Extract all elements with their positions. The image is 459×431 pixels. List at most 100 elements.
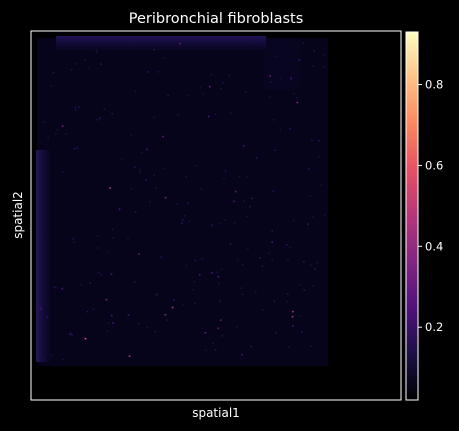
expression-spot <box>62 359 64 361</box>
expression-spot <box>65 133 67 135</box>
expression-spot <box>314 268 316 270</box>
expression-spot <box>97 52 99 54</box>
expression-spot <box>160 256 162 258</box>
expression-spot <box>97 119 99 121</box>
expression-spot <box>179 43 181 45</box>
expression-spot <box>71 334 73 336</box>
expression-spot <box>301 331 303 333</box>
expression-spot <box>47 137 49 139</box>
expression-spot <box>203 93 205 95</box>
expression-spot <box>297 102 299 104</box>
expression-spot <box>310 195 312 197</box>
expression-spot <box>129 355 131 357</box>
expression-spot <box>108 323 110 325</box>
expression-spot <box>250 346 252 348</box>
expression-spot <box>287 260 289 262</box>
expression-spot <box>131 134 133 136</box>
expression-spot <box>119 208 121 210</box>
expression-spot <box>219 301 221 303</box>
expression-spot <box>205 332 207 334</box>
expression-spot <box>308 168 310 170</box>
expression-spot <box>73 238 75 240</box>
expression-spot <box>182 219 184 221</box>
expression-spot <box>195 165 197 167</box>
expression-spot <box>280 129 282 131</box>
expression-spot <box>223 178 225 180</box>
expression-spot <box>43 121 45 123</box>
expression-spot <box>83 336 85 338</box>
expression-spot <box>290 77 292 79</box>
expression-spot <box>41 238 43 240</box>
expression-spot <box>187 95 189 97</box>
expression-spot <box>292 311 294 313</box>
expression-spot <box>139 169 141 171</box>
expression-spot <box>268 253 270 255</box>
expression-spot <box>62 125 64 127</box>
expression-spot <box>292 325 294 327</box>
expression-spot <box>98 272 100 274</box>
expression-spot <box>46 316 48 318</box>
expression-spot <box>239 176 241 178</box>
expression-spot <box>299 315 301 317</box>
expression-spot <box>280 78 282 80</box>
expression-spot <box>273 191 275 193</box>
expression-spot <box>251 198 253 200</box>
expression-spot <box>153 174 155 176</box>
expression-spot <box>147 326 149 328</box>
expression-spot <box>303 261 305 263</box>
expression-spot <box>262 265 264 267</box>
colorbar-tick-label: 0.6 <box>425 158 443 172</box>
expression-spot <box>199 87 201 89</box>
expression-spot <box>77 147 79 149</box>
expression-spot <box>80 284 82 286</box>
expression-spot <box>324 54 326 56</box>
expression-spot <box>100 63 102 65</box>
expression-spot <box>303 289 305 291</box>
expression-spot <box>70 333 72 335</box>
colorbar-tick-label: 0.8 <box>425 78 443 92</box>
expression-spot <box>245 91 247 93</box>
expression-spot <box>97 247 99 249</box>
expression-spot <box>312 65 314 67</box>
expression-spot <box>312 285 314 287</box>
expression-spot <box>107 330 109 332</box>
expression-spot <box>121 158 123 160</box>
expression-spot <box>146 149 148 151</box>
expression-spot <box>154 117 156 119</box>
chart-title: Peribronchial fibroblasts <box>129 11 304 27</box>
expression-spot <box>193 281 195 283</box>
expression-spot <box>289 247 291 249</box>
expression-spot <box>318 140 320 142</box>
expression-spot <box>286 244 288 246</box>
expression-spot <box>89 282 91 284</box>
expression-spot <box>162 136 164 138</box>
expression-spot <box>139 171 141 173</box>
expression-spot <box>216 272 218 274</box>
plot-area <box>31 31 401 400</box>
expression-spot <box>247 176 249 178</box>
colorbar-tick-label: 0.2 <box>425 320 443 334</box>
expression-spot <box>43 358 45 360</box>
expression-spot <box>215 349 217 351</box>
expression-spot <box>260 257 262 259</box>
expression-spot <box>111 273 113 275</box>
expression-spot <box>311 140 313 142</box>
expression-spot <box>211 224 213 226</box>
expression-spot <box>321 184 323 186</box>
expression-spot <box>241 354 243 356</box>
expression-spot <box>289 128 291 130</box>
expression-spot <box>165 314 167 316</box>
expression-spot <box>296 97 298 99</box>
expression-spot <box>220 88 222 90</box>
expression-spot <box>53 72 55 74</box>
expression-spot <box>269 75 271 77</box>
expression-spot <box>130 43 132 45</box>
expression-spot <box>209 86 211 88</box>
expression-spot <box>249 206 251 208</box>
expression-spot <box>228 75 230 77</box>
expression-spot <box>271 259 273 261</box>
expression-spot <box>307 224 309 226</box>
expression-spot <box>112 322 114 324</box>
expression-spot <box>222 335 224 337</box>
